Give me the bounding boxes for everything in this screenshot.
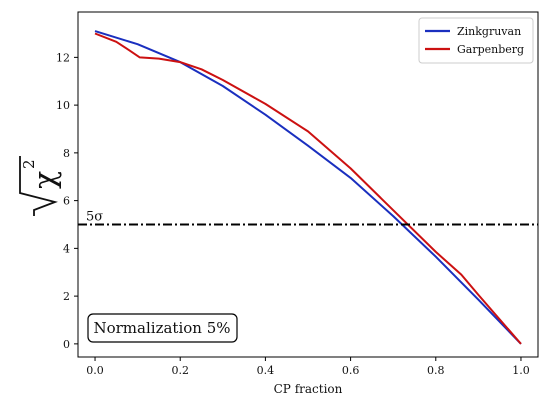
y-tick-label: 6 [63,195,70,208]
x-tick-label: 0.8 [427,364,445,377]
annotation-text: Normalization 5% [93,319,230,337]
x-tick-label: 0.4 [257,364,275,377]
y-tick-label: 10 [56,99,70,112]
y-tick-label: 0 [63,338,70,351]
series-line-zinkgruvan [94,30,522,345]
square-root-symbol [19,156,58,216]
x-tick-label: 0.6 [342,364,360,377]
legend-box [418,17,534,64]
y-axis-label-exponent: 2 [20,159,38,169]
y-axis-label-chi: χ [28,171,63,189]
normalization-annotation: Normalization 5% [87,313,238,343]
y-tick-label: 8 [63,147,70,160]
plot-frame [77,11,539,358]
legend-label-zinkgruvan: Zinkgruvan [457,25,521,38]
series-line-garpenberg [94,32,522,345]
five-sigma-threshold: 5σ [78,209,538,226]
series-lines [94,30,522,345]
legend-label-garpenberg: Garpenberg [457,43,524,56]
five-sigma-label: 5σ [86,209,103,224]
y-tick-label: 2 [63,290,70,303]
y-tick-label: 12 [56,51,70,64]
x-tick-label: 0.2 [171,364,189,377]
x-tick-label: 0.0 [86,364,104,377]
y-axis-ticks: 0 2 4 6 8 10 12 [56,51,78,351]
x-axis-label: CP fraction [274,382,343,396]
x-tick-label: 1.0 [512,364,530,377]
legend: Zinkgruvan Garpenberg [418,17,534,64]
annotation-box [87,313,238,343]
x-axis-ticks: 0.0 0.2 0.4 0.6 0.8 1.0 [86,357,530,377]
y-axis-label: χ 2 [19,156,63,216]
y-tick-label: 4 [63,242,70,255]
